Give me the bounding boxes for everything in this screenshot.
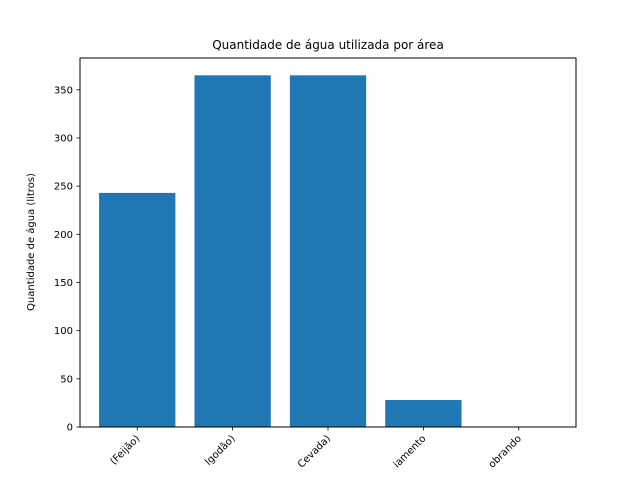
y-tick-label: 350 [54,85,73,96]
bar-2 [289,75,367,427]
y-axis: 0 50 100 150 200 250 300 350 [54,85,80,434]
y-tick-label: 100 [54,326,73,337]
x-axis: (Feijão) lgodão) Cevada) iamento obrando [108,427,524,471]
y-tick-label: 200 [54,230,73,241]
x-tick-label: obrando [487,433,524,470]
chart-title: Quantidade de água utilizada por área [212,38,444,52]
bars-group [99,75,462,427]
x-tick-label: lgodão) [203,433,238,468]
y-axis-label: Quantidade de água (litros) [25,173,37,311]
y-tick-label: 300 [54,133,73,144]
y-tick-label: 50 [60,374,73,385]
bar-3 [385,400,462,427]
x-tick-label: Cevada) [296,433,333,470]
x-tick-label: (Feijão) [108,433,142,467]
bar-1 [194,75,271,427]
y-tick-label: 150 [54,278,73,289]
x-tick-label: iamento [392,433,429,470]
y-tick-label: 250 [54,182,73,193]
y-tick-label: 0 [67,423,73,434]
bar-0 [99,192,176,427]
